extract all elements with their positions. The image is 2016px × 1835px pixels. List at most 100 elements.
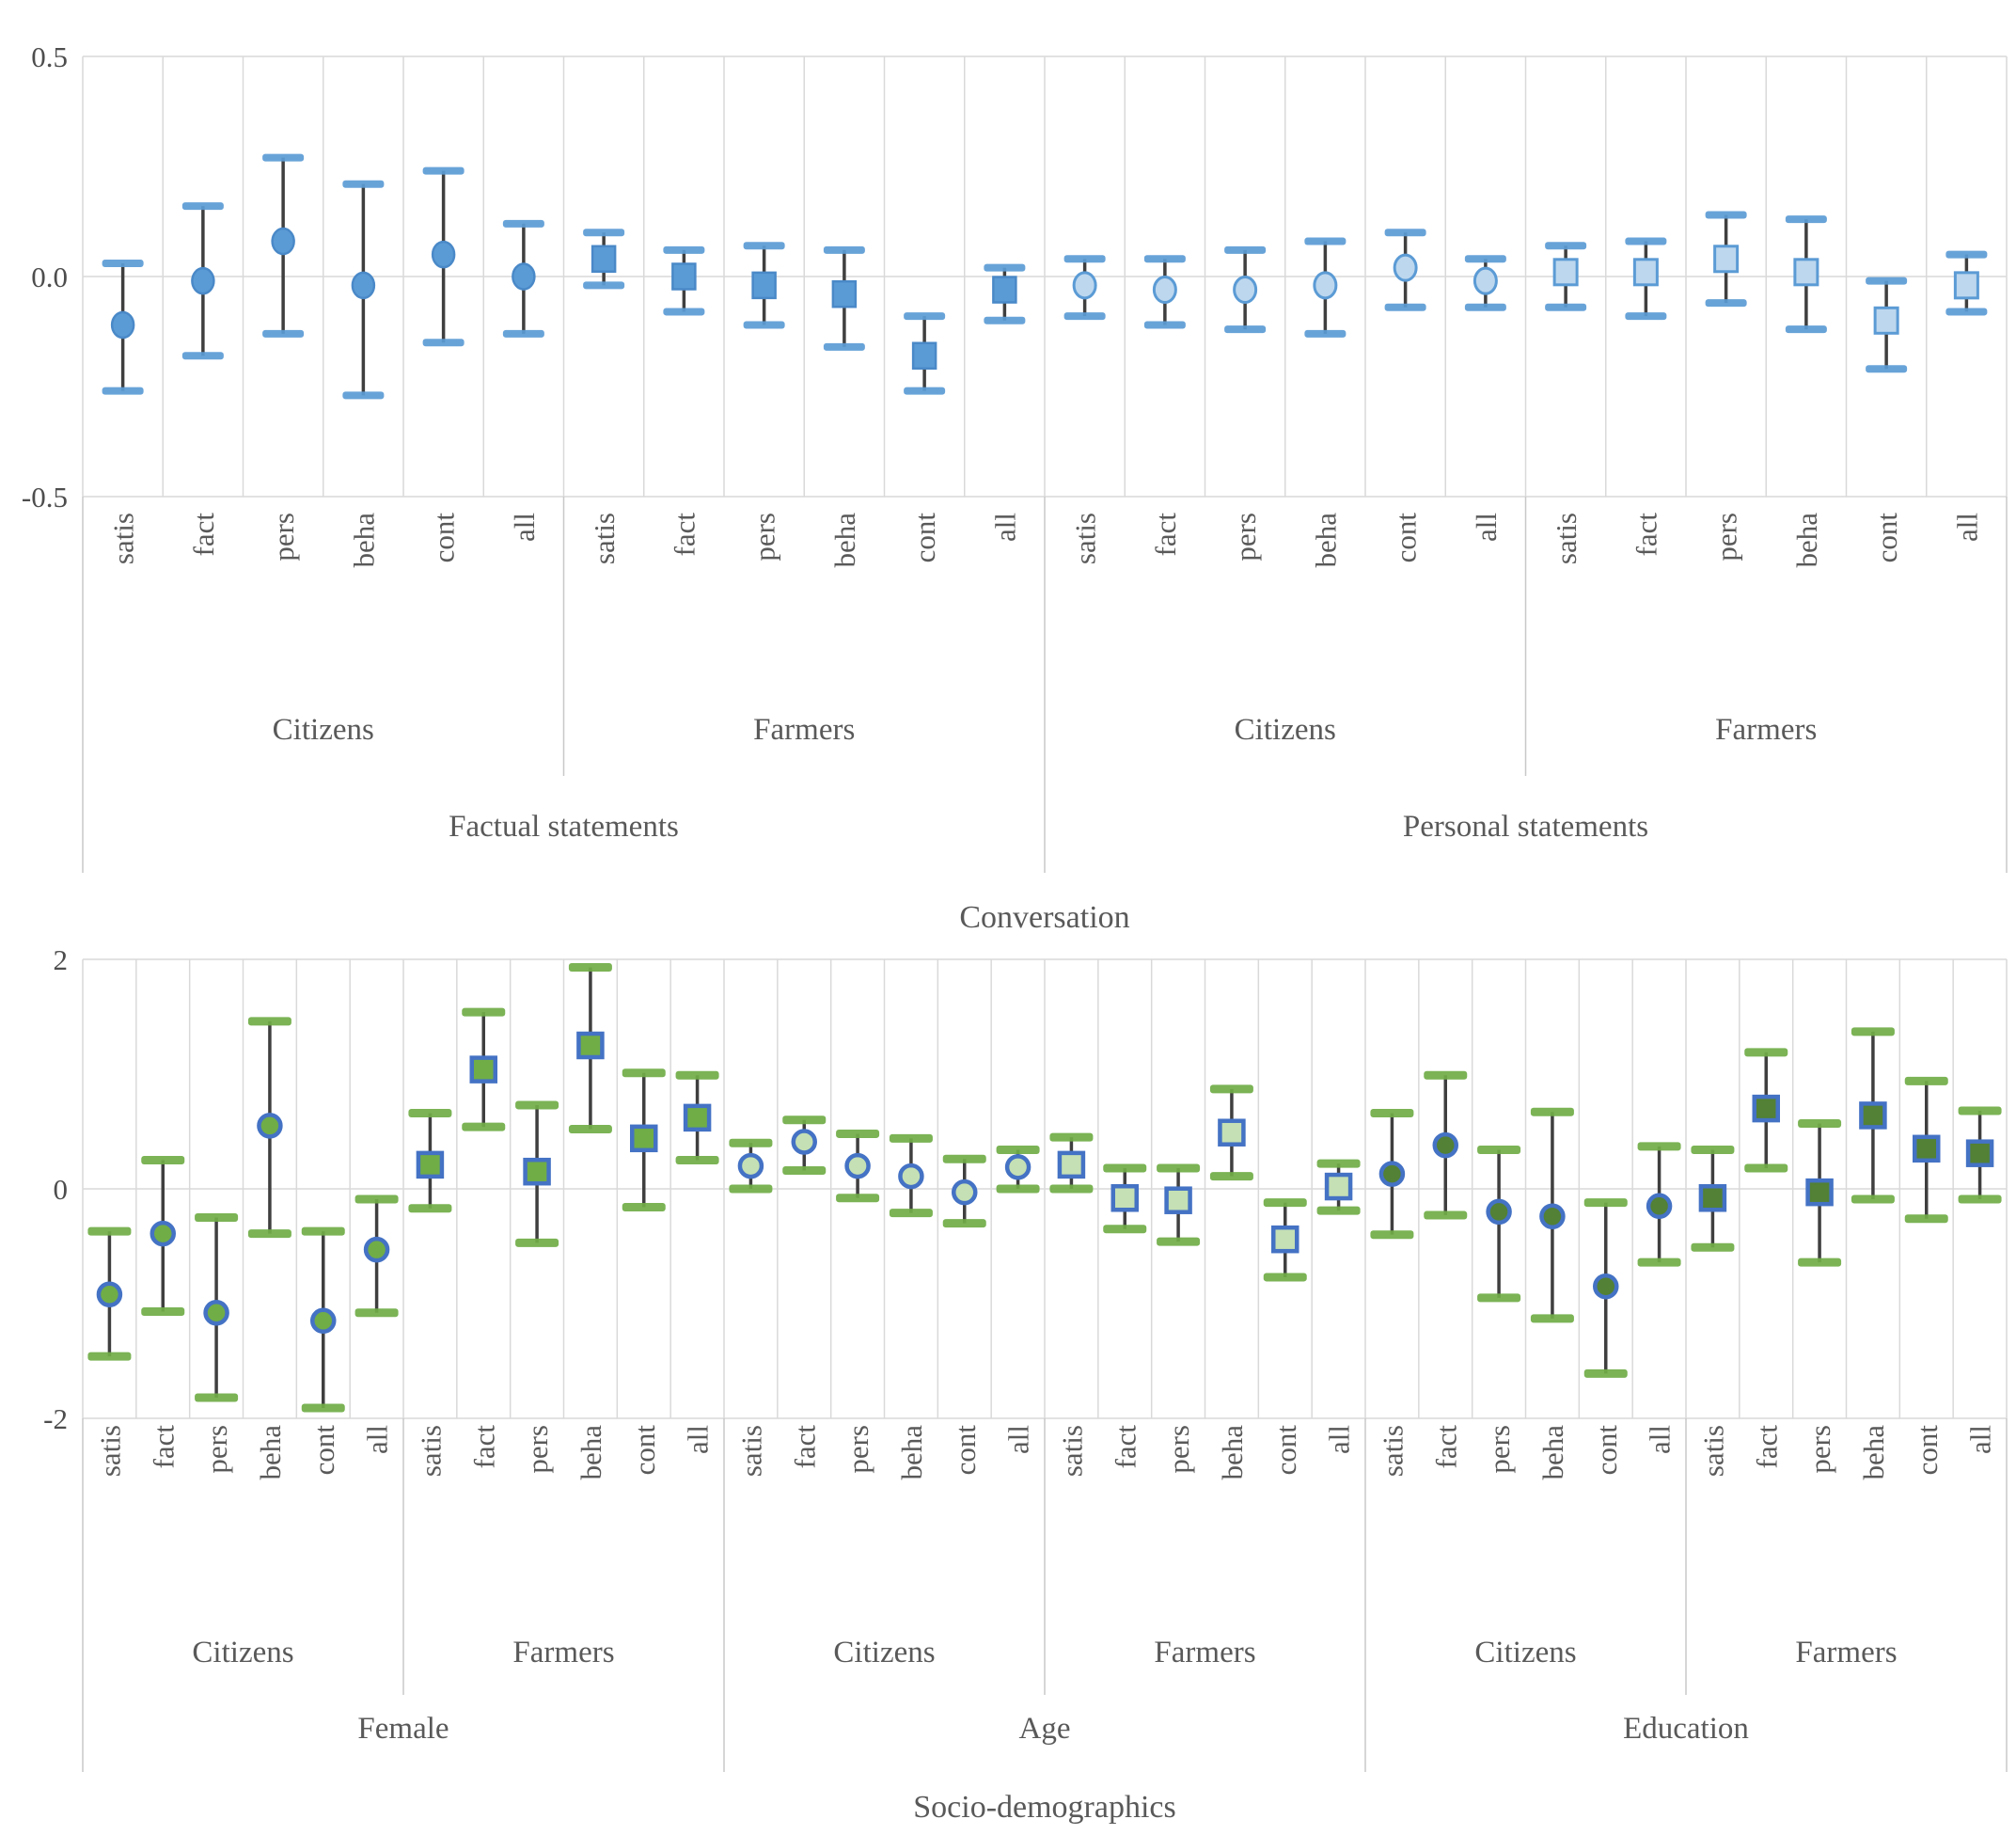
error-cap	[262, 153, 305, 162]
group-label: Education	[1623, 1712, 1749, 1746]
error-cap	[1545, 242, 1587, 250]
error-cap	[301, 1226, 345, 1236]
category-tick-label: fact	[1429, 1425, 1462, 1469]
category-tick-label: cont	[307, 1425, 340, 1476]
category-tick-label: satis	[1069, 513, 1102, 564]
category-tick-label: beha	[1790, 513, 1823, 568]
y-axis-tick-label: 0.5	[31, 40, 68, 73]
conversation-chart-svg: 0.5 0.0 -0.5 Citizens Farmers Factual stateme…	[22, 40, 2008, 935]
data-point-square	[1713, 245, 1740, 274]
error-cap	[1477, 1293, 1521, 1303]
error-cap	[1224, 325, 1267, 334]
error-cap	[87, 1352, 132, 1361]
error-cap	[1904, 1214, 1948, 1224]
error-cap	[583, 229, 625, 237]
data-point-square	[1913, 1134, 1941, 1163]
error-cap	[247, 1017, 291, 1026]
data-point-circle	[1432, 1131, 1458, 1159]
category-tick-label: pers	[521, 1425, 554, 1474]
error-cap	[1798, 1258, 1842, 1267]
data-point-circle	[1004, 1154, 1032, 1180]
data-point-square	[1793, 258, 1819, 287]
category-tick-label: fact	[187, 513, 220, 557]
error-cap	[515, 1238, 559, 1247]
error-cap	[729, 1184, 773, 1194]
data-point-circle	[1152, 276, 1177, 305]
group-label: Female	[357, 1712, 449, 1746]
data-point-circle	[1233, 276, 1258, 305]
error-cap	[1049, 1184, 1094, 1194]
data-point-circle	[110, 310, 135, 340]
error-cap	[181, 352, 224, 360]
category-tick-label: pers	[1803, 1425, 1836, 1474]
error-cap	[1744, 1048, 1788, 1057]
category-tick-label: fact	[788, 1425, 821, 1469]
error-cap	[1705, 299, 1747, 308]
data-point-square	[683, 1103, 712, 1132]
error-cap	[141, 1156, 185, 1164]
subgroup-label: Citizens	[192, 1636, 293, 1669]
category-tick-label: all	[1323, 1425, 1356, 1454]
error-cap	[1263, 1273, 1307, 1282]
category-tick-label: all	[988, 513, 1021, 542]
error-cap	[354, 1194, 399, 1204]
data-point-circle	[1072, 271, 1097, 300]
category-tick-label: fact	[147, 1425, 180, 1469]
error-cap	[247, 1229, 291, 1239]
error-cap	[782, 1115, 827, 1125]
category-tick-label: all	[682, 1425, 715, 1454]
error-cap	[1958, 1194, 2002, 1204]
error-cap	[743, 242, 785, 250]
data-point-square	[1164, 1186, 1192, 1214]
data-point-circle	[203, 1300, 229, 1326]
error-cap	[102, 259, 144, 267]
error-cap	[836, 1129, 880, 1138]
data-point-circle	[1313, 271, 1338, 300]
category-tick-label: all	[1644, 1425, 1677, 1454]
error-cap	[1464, 255, 1506, 263]
socio-demographics-chart-svg: 2 0 -2 Citizens Farmers Female Citizens Farmers…	[43, 950, 2008, 1825]
error-cap	[422, 339, 465, 347]
error-cap	[1691, 1146, 1735, 1155]
data-point-square	[1752, 1094, 1780, 1123]
category-tick-label: beha	[1536, 1425, 1569, 1480]
category-tick-label: cont	[1269, 1425, 1302, 1476]
error-cap	[262, 329, 305, 338]
error-cap	[904, 387, 946, 395]
data-point-circle	[351, 271, 376, 300]
category-tick-label: beha	[1309, 513, 1342, 568]
subgroup-label: Farmers	[512, 1636, 614, 1669]
error-cap	[1625, 237, 1667, 245]
error-cap	[1798, 1118, 1842, 1128]
error-cap	[1904, 1076, 1948, 1085]
error-cap	[889, 1209, 933, 1218]
subgroup-label: Farmers	[1795, 1636, 1897, 1669]
error-cap	[663, 245, 705, 254]
category-tick-label: satis	[1055, 1425, 1088, 1477]
data-point-circle	[257, 1113, 283, 1139]
error-cap	[1209, 1172, 1253, 1181]
error-cap	[996, 1184, 1040, 1194]
data-point-square	[1552, 258, 1579, 287]
category-tick-label: beha	[895, 1425, 928, 1480]
error-cap	[422, 166, 465, 175]
error-cap	[181, 202, 224, 211]
category-tick-label: beha	[575, 1425, 607, 1480]
data-point-circle	[431, 240, 456, 269]
data-point-square	[630, 1124, 658, 1153]
category-tick-label: satis	[734, 1425, 767, 1477]
error-cap	[1583, 1198, 1628, 1208]
error-cap	[515, 1100, 559, 1110]
error-cap	[823, 342, 865, 351]
error-cap	[1384, 303, 1426, 311]
error-cap	[1103, 1225, 1147, 1234]
data-point-square	[911, 341, 937, 370]
subgroup-label: Citizens	[1235, 713, 1336, 747]
error-cap	[942, 1219, 986, 1228]
data-point-square	[831, 279, 858, 308]
data-point-square	[469, 1055, 497, 1084]
error-cap	[1316, 1206, 1361, 1215]
category-tick-label: beha	[347, 513, 380, 568]
error-cap	[1530, 1314, 1574, 1323]
category-tick-label: cont	[628, 1425, 661, 1476]
